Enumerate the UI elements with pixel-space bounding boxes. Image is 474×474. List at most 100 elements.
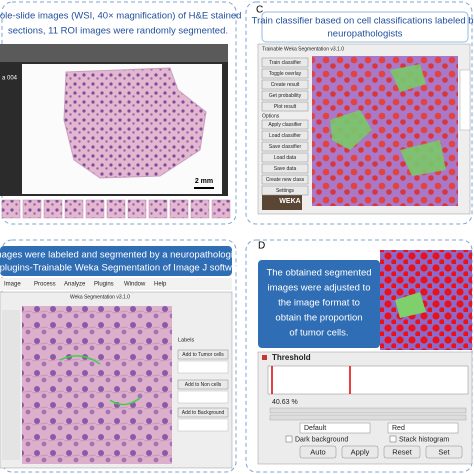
button: [177, 407, 229, 418]
button-label: Create new class: [266, 177, 305, 183]
button-label: Get probability: [269, 93, 302, 99]
weka-logo-box: [262, 192, 302, 210]
button-label: Add to Background: [182, 410, 225, 416]
panel-c: C Train classifier based on cell classif…: [245, 1, 474, 225]
button-label: Load classifier: [269, 133, 301, 139]
button-label: Save data: [274, 166, 297, 172]
thumbnail: [211, 199, 231, 219]
menu-item: Window: [124, 282, 146, 288]
button: [261, 101, 309, 112]
thumbnail: [22, 199, 42, 219]
caption-box: [261, 11, 469, 43]
thumbnail: [127, 199, 147, 219]
button-label: Train classifier: [269, 60, 301, 66]
menu-item: Process: [34, 282, 56, 288]
percent: 40.63 %: [272, 399, 298, 406]
button: [425, 445, 463, 459]
checkbox: [389, 435, 397, 443]
tissue: [63, 67, 207, 179]
mode-dropdown: [387, 422, 459, 434]
trace-list: [177, 360, 229, 374]
button: [261, 141, 309, 152]
thumbnail: [106, 199, 126, 219]
caption-line: Train classifier based on cell classific…: [252, 16, 474, 27]
button-label: Reset: [392, 447, 413, 456]
panel-b: images were labeled and segmented by a n…: [0, 239, 248, 473]
panel-letter: C: [256, 5, 263, 16]
thumbnail: [169, 199, 189, 219]
caption-box: [0, 246, 232, 276]
caption-line: of tumor cells.: [289, 328, 348, 339]
scale-label: 2 mm: [195, 178, 213, 185]
dialog-title: Threshold: [272, 353, 311, 362]
button: [261, 152, 309, 163]
menu-item: Plugins: [94, 282, 114, 288]
slider: [269, 407, 467, 414]
button: [261, 68, 309, 79]
checkbox-label: Stack histogram: [399, 436, 449, 443]
trace-list: [177, 390, 229, 404]
button-label: Create result: [271, 82, 300, 88]
button: [261, 79, 309, 90]
button-label: Auto: [310, 447, 325, 456]
caption-line: The obtained segmented: [266, 268, 371, 279]
weka-logo: WEKA: [279, 198, 300, 205]
window-title: Weka Segmentation v3.1.0: [70, 294, 130, 300]
region: [395, 292, 426, 318]
caption-line: hole-slide images (WSI, 40× magnificatio…: [0, 11, 241, 22]
button: [177, 349, 229, 360]
caption-line: the plugins-Trainable Weka Segmentation …: [0, 263, 248, 274]
checkbox-label: Dark background: [295, 436, 348, 443]
button: [299, 445, 337, 459]
checkboxes: Dark background Stack histogram: [285, 435, 449, 443]
slider: [269, 414, 467, 421]
button: [261, 185, 309, 196]
options-heading: Options: [262, 113, 280, 119]
button: [261, 163, 309, 174]
labels-heading: Labels: [178, 337, 194, 343]
dialog-buttons: Auto Apply Reset Set: [299, 445, 463, 459]
button: [261, 90, 309, 101]
thumbnail: [1, 199, 21, 219]
trace-list: [177, 418, 229, 432]
caption-line: the image format to: [278, 298, 360, 309]
button-column: Train classifier Toggle overlay Create res…: [261, 57, 309, 196]
menu-item: Help: [154, 282, 167, 288]
viewer-toolbar: [0, 44, 228, 62]
button: [261, 174, 309, 185]
caption-line: neuropathologists: [328, 29, 403, 40]
button-label: Set: [438, 447, 450, 456]
caption-line: obtain the proportion: [275, 313, 362, 324]
window-icon: [262, 355, 267, 360]
button-label: Apply classifier: [268, 122, 302, 128]
button-label: Toggle overlay: [269, 71, 302, 77]
thumbnail: [85, 199, 105, 219]
thumbnail: [43, 199, 63, 219]
class-list: [459, 69, 471, 131]
menu-item: Analyze: [64, 282, 86, 288]
thumbnail: [190, 199, 210, 219]
button: [177, 379, 229, 390]
left-buttons: [2, 310, 20, 460]
button-label: Add to Non cells: [185, 382, 222, 388]
slide-label: a 004: [2, 76, 18, 82]
button-label: Save classifier: [269, 144, 302, 150]
thumbnail: [148, 199, 168, 219]
method: Default: [304, 425, 326, 432]
caption-box: [258, 260, 380, 348]
caption: The obtained segmented images were adjust…: [266, 268, 371, 339]
roi-thumbnails: [1, 199, 231, 219]
menu-bar: [0, 278, 232, 290]
menu-item: Image: [4, 282, 21, 288]
labeled-image: [22, 306, 172, 464]
thumbnail: [64, 199, 84, 219]
panel-letter: D: [258, 241, 265, 252]
button: [341, 445, 379, 459]
button: [261, 119, 309, 130]
window-title: Trainable Weka Segmentation v3.1.0: [262, 46, 344, 52]
training-traces: [330, 64, 446, 176]
caption-line: sections, 11 ROI images were randomly se…: [8, 26, 228, 37]
label-traces: [59, 355, 141, 406]
caption-line: images were adjusted to: [268, 283, 371, 294]
